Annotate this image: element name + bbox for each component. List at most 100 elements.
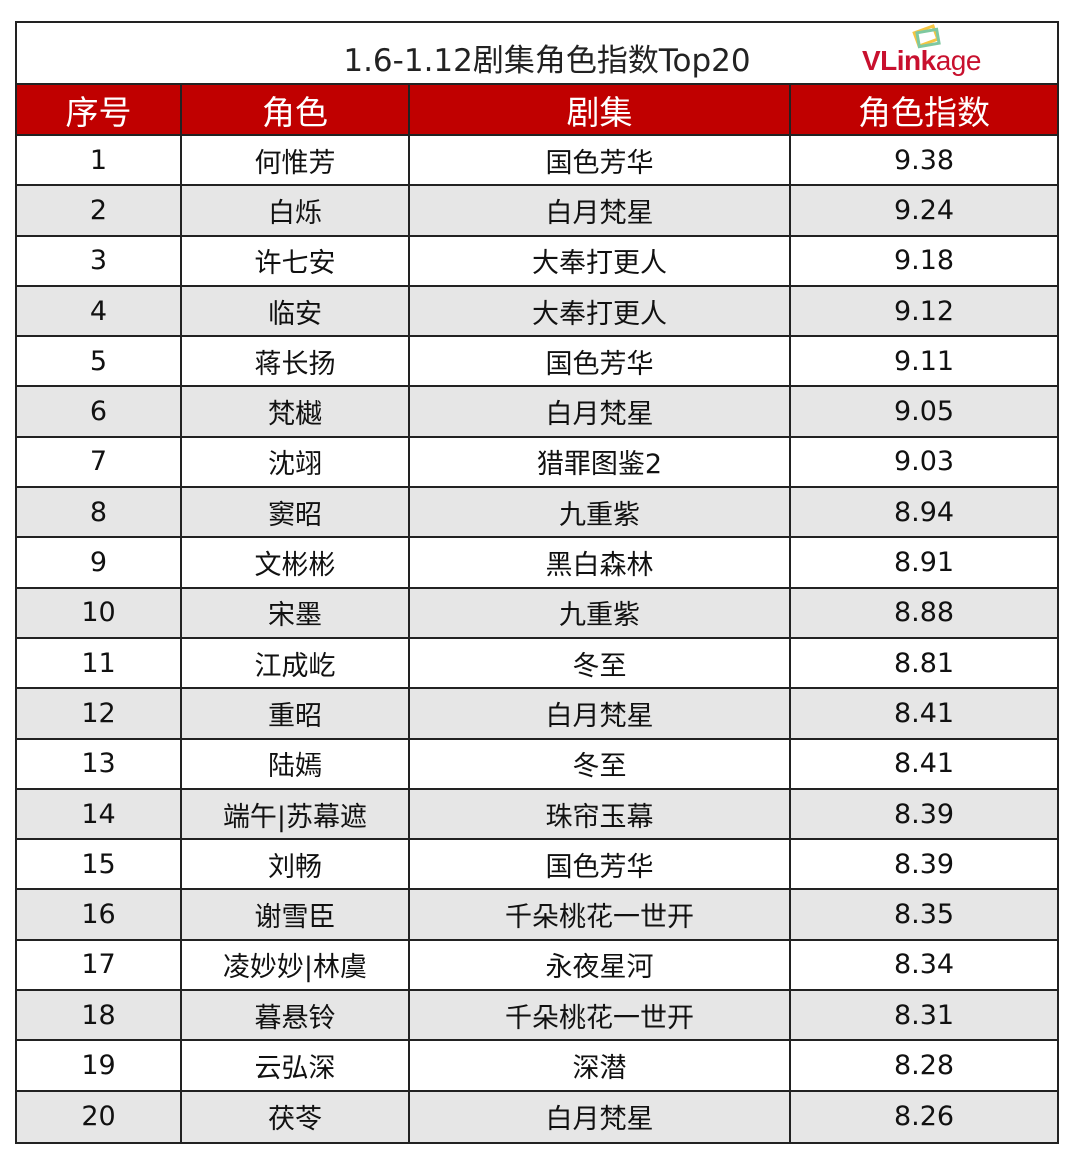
drama-cell: 九重紫 [410, 588, 791, 637]
drama-cell: 白月梵星 [410, 186, 791, 235]
table-row: 9 文彬彬 黑白森林 8.91 [17, 538, 1057, 589]
drama-cell: 国色芳华 [410, 840, 791, 889]
drama-cell: 猎罪图鉴2 [410, 437, 791, 487]
drama-cell: 永夜星河 [410, 940, 791, 990]
rank-cell: 14 [17, 789, 182, 839]
drama-cell: 国色芳华 [410, 136, 791, 185]
drama-cell: 白月梵星 [410, 1091, 791, 1142]
role-cell: 窦昭 [182, 488, 410, 537]
title-row: 1.6-1.12剧集角色指数Top20 VLinkage [17, 23, 1057, 85]
role-cell: 白烁 [182, 186, 410, 235]
index-cell: 9.05 [893, 396, 955, 428]
drama-cell: 黑白森林 [410, 538, 791, 587]
role-cell: 陆嫣 [182, 739, 410, 788]
table-row: 16 谢雪臣 千朵桃花一世开 8.35 [17, 890, 1057, 941]
drama-cell: 千朵桃花一世开 [410, 991, 791, 1040]
logo-text: VLinkage [862, 45, 981, 76]
role-cell: 沈翊 [182, 437, 410, 487]
index-cell: 9.24 [893, 194, 955, 226]
index-cell: 8.94 [893, 496, 955, 528]
header-role: 角色 [182, 85, 410, 134]
vlinkage-logo: VLinkage [862, 24, 1012, 79]
index-cell: 8.28 [893, 1049, 955, 1081]
role-cell: 文彬彬 [182, 538, 410, 587]
role-cell: 临安 [182, 286, 410, 336]
role-cell: 梵樾 [182, 387, 410, 436]
index-cell: 9.12 [893, 295, 955, 327]
table-row: 3 许七安 大奉打更人 9.18 [17, 236, 1057, 287]
rank-cell: 16 [17, 890, 182, 939]
rank-cell: 3 [17, 236, 182, 285]
rank-cell: 15 [17, 840, 182, 889]
index-cell: 9.38 [893, 144, 955, 176]
rank-cell: 13 [17, 739, 182, 788]
drama-cell: 千朵桃花一世开 [410, 890, 791, 939]
rank-cell: 20 [17, 1091, 182, 1142]
role-cell: 谢雪臣 [182, 890, 410, 939]
rank-cell: 9 [17, 538, 182, 587]
rank-cell: 2 [17, 186, 182, 235]
index-cell: 8.39 [893, 848, 955, 880]
index-cell: 9.11 [893, 345, 955, 377]
table-row: 6 梵樾 白月梵星 9.05 [17, 387, 1057, 438]
rank-cell: 12 [17, 689, 182, 738]
index-cell: 8.41 [893, 748, 955, 780]
table-row: 7 沈翊 猎罪图鉴2 9.03 [17, 437, 1057, 489]
table-row: 10 宋墨 九重紫 8.88 [17, 588, 1057, 639]
table-row: 15 刘畅 国色芳华 8.39 [17, 840, 1057, 891]
index-cell: 9.18 [893, 245, 955, 277]
table-row: 17 凌妙妙|林虞 永夜星河 8.34 [17, 940, 1057, 992]
table-row: 5 蒋长扬 国色芳华 9.11 [17, 337, 1057, 388]
role-cell: 端午|苏幕遮 [182, 789, 410, 839]
drama-cell: 冬至 [410, 739, 791, 788]
rank-cell: 5 [17, 337, 182, 386]
index-cell: 8.35 [893, 899, 955, 931]
rank-cell: 18 [17, 991, 182, 1040]
role-cell: 茯苓 [182, 1091, 410, 1142]
index-cell: 8.88 [893, 597, 955, 629]
ranking-table: 1.6-1.12剧集角色指数Top20 VLinkage 序号 角色 剧集 角色… [15, 21, 1059, 1144]
table-row: 18 暮悬铃 千朵桃花一世开 8.31 [17, 991, 1057, 1042]
role-cell: 云弘深 [182, 1041, 410, 1090]
table-row: 20 茯苓 白月梵星 8.26 [17, 1091, 1057, 1142]
drama-cell: 九重紫 [410, 488, 791, 537]
table-row: 14 端午|苏幕遮 珠帘玉幕 8.39 [17, 789, 1057, 841]
table-row: 2 白烁 白月梵星 9.24 [17, 186, 1057, 237]
index-cell: 8.39 [893, 798, 955, 830]
role-cell: 宋墨 [182, 588, 410, 637]
role-cell: 重昭 [182, 689, 410, 738]
index-cell: 8.31 [893, 999, 955, 1031]
header-index: 角色指数 [858, 92, 990, 132]
table-row: 8 窦昭 九重紫 8.94 [17, 488, 1057, 539]
role-cell: 许七安 [182, 236, 410, 285]
table-row: 13 陆嫣 冬至 8.41 [17, 739, 1057, 790]
role-cell: 凌妙妙|林虞 [182, 940, 410, 990]
table-row: 1 何惟芳 国色芳华 9.38 [17, 136, 1057, 187]
role-cell: 暮悬铃 [182, 991, 410, 1040]
index-cell: 8.41 [893, 697, 955, 729]
drama-cell: 大奉打更人 [410, 236, 791, 285]
rank-cell: 10 [17, 588, 182, 637]
rank-cell: 17 [17, 940, 182, 990]
drama-cell: 白月梵星 [410, 689, 791, 738]
index-cell: 9.03 [893, 446, 955, 478]
header-drama: 剧集 [410, 85, 791, 134]
drama-cell: 冬至 [410, 638, 791, 688]
table-title: 1.6-1.12剧集角色指数Top20 [343, 43, 751, 79]
index-cell: 8.34 [893, 949, 955, 981]
header-rank: 序号 [17, 85, 182, 134]
role-cell: 蒋长扬 [182, 337, 410, 386]
rank-cell: 1 [17, 136, 182, 185]
role-cell: 江成屹 [182, 638, 410, 688]
role-cell: 何惟芳 [182, 136, 410, 185]
rank-cell: 4 [17, 286, 182, 336]
drama-cell: 白月梵星 [410, 387, 791, 436]
index-cell: 8.81 [893, 647, 955, 679]
role-cell: 刘畅 [182, 840, 410, 889]
drama-cell: 珠帘玉幕 [410, 789, 791, 839]
drama-cell: 国色芳华 [410, 337, 791, 386]
table-row: 12 重昭 白月梵星 8.41 [17, 689, 1057, 740]
index-cell: 8.26 [893, 1101, 955, 1133]
rank-cell: 7 [17, 437, 182, 487]
table-row: 4 临安 大奉打更人 9.12 [17, 286, 1057, 338]
